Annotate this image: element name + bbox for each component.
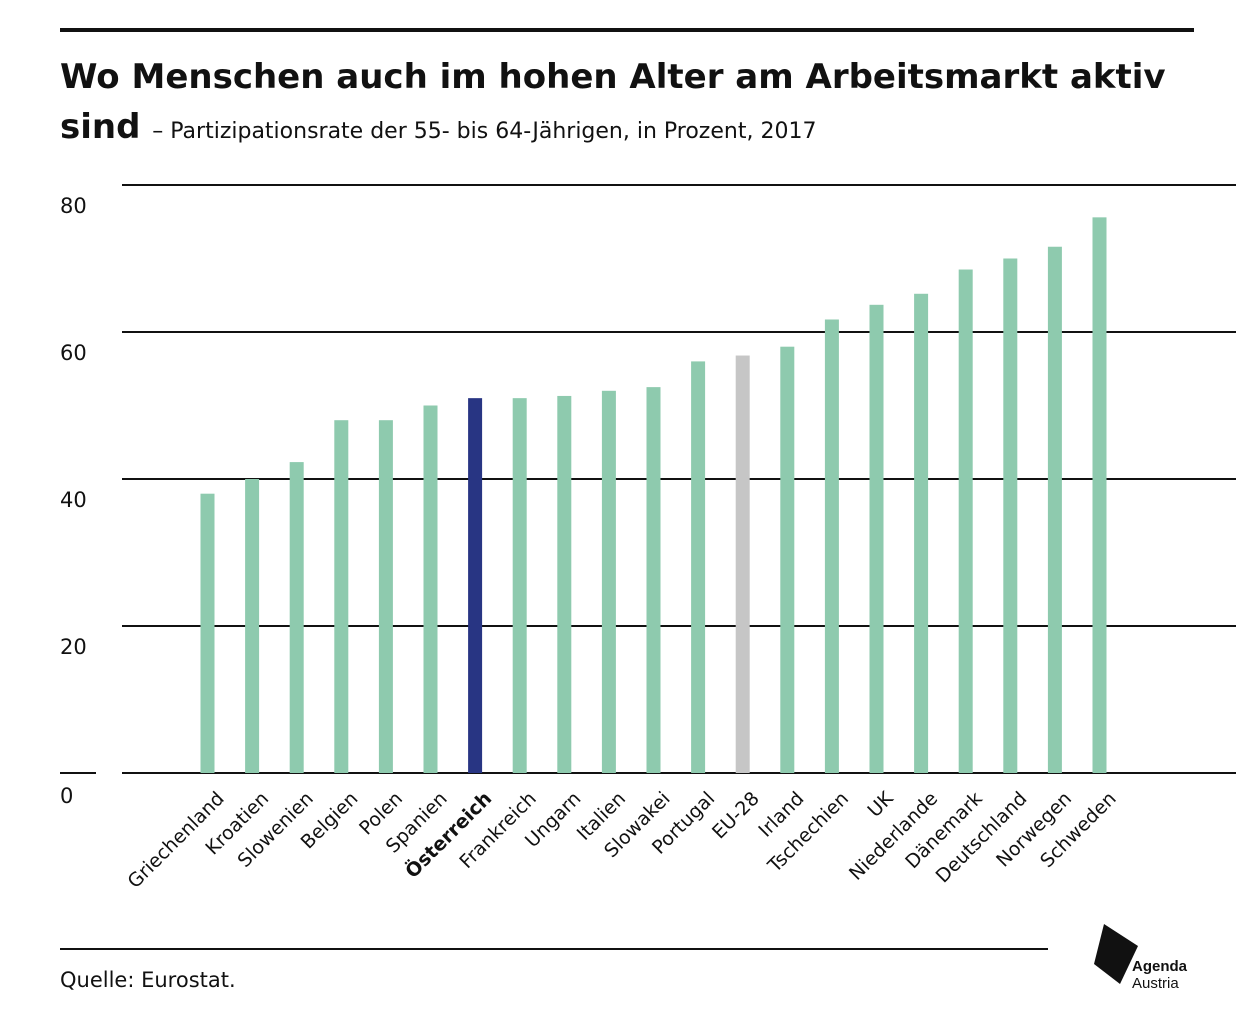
bar-österreich bbox=[468, 398, 483, 773]
logo-line-1: Agenda bbox=[1132, 958, 1188, 975]
bar-niederlande bbox=[914, 293, 929, 773]
bar-spanien bbox=[423, 405, 438, 773]
bars bbox=[200, 217, 1107, 774]
x-axis-category-labels: GriechenlandKroatienSlowenienBelgienPole… bbox=[123, 786, 1120, 893]
agenda-austria-logo: Agenda Austria bbox=[1090, 920, 1210, 1000]
bar-eu-28 bbox=[735, 355, 750, 773]
x-category-label: UK bbox=[863, 787, 898, 822]
x-category-label: EU-28 bbox=[708, 788, 764, 844]
logo-line-2: Austria bbox=[1132, 975, 1179, 992]
bar-norwegen bbox=[1047, 246, 1062, 774]
source-note: Quelle: Eurostat. bbox=[60, 968, 236, 992]
y-tick-label: 40 bbox=[60, 488, 87, 512]
y-tick-label: 80 bbox=[60, 194, 87, 218]
bar-slowenien bbox=[289, 462, 304, 773]
bar-belgien bbox=[334, 420, 349, 773]
bar-italien bbox=[601, 390, 616, 773]
bar-griechenland bbox=[200, 493, 215, 773]
bar-slowakei bbox=[646, 387, 661, 773]
bar-dänemark bbox=[958, 269, 973, 773]
title-text: Wo Menschen auch im hohen Alter am Arbei… bbox=[60, 57, 1166, 147]
top-rule bbox=[60, 28, 1194, 32]
bar-irland bbox=[780, 346, 795, 773]
bar-frankreich bbox=[512, 398, 527, 773]
bar-ungarn bbox=[557, 395, 572, 773]
logo-text: Agenda Austria bbox=[1132, 958, 1187, 992]
source-rule bbox=[60, 948, 1048, 950]
bar-tschechien bbox=[824, 319, 839, 773]
chart-title: Wo Menschen auch im hohen Alter am Arbei… bbox=[60, 52, 1210, 157]
bar-polen bbox=[378, 420, 393, 773]
bar-chart: 0 20 40 60 80 GriechenlandKroatienSlowenienB… bbox=[60, 184, 1236, 893]
bar-deutschland bbox=[1003, 258, 1018, 773]
y-tick-label: 60 bbox=[60, 341, 87, 365]
bar-uk bbox=[869, 304, 884, 773]
y-axis-tick-labels: 0 20 40 60 80 bbox=[60, 194, 87, 808]
y-tick-label: 20 bbox=[60, 635, 87, 659]
bar-kroatien bbox=[245, 479, 260, 773]
bar-portugal bbox=[691, 361, 706, 773]
bar-schweden bbox=[1092, 217, 1107, 774]
chart-subtitle: – Partizipationsrate der 55- bis 64-Jähr… bbox=[152, 119, 817, 144]
logo-mark-icon bbox=[1094, 924, 1138, 984]
y-tick-label: 0 bbox=[60, 784, 73, 808]
